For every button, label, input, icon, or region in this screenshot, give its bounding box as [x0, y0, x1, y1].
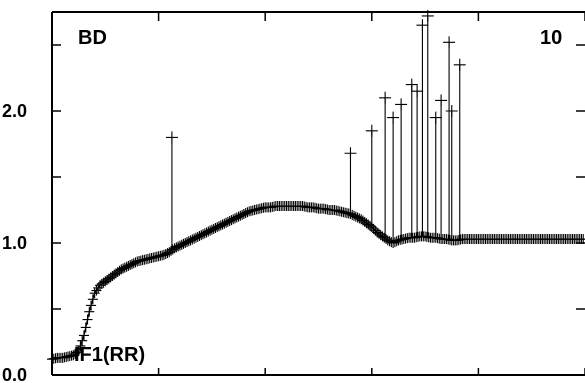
data-point-22 — [86, 300, 97, 311]
series-line — [51, 205, 585, 360]
spike-point-10 — [429, 111, 442, 124]
corner-label-bottom-left: IF1(RR) — [74, 344, 145, 366]
y-tick-label-2: 2.0 — [2, 101, 27, 121]
corner-label-top-right: 10 — [540, 27, 562, 49]
data-point-20 — [82, 314, 93, 325]
spike-point-3 — [379, 91, 392, 104]
data-point-24 — [89, 288, 100, 299]
data-point-17 — [77, 335, 88, 346]
data-point-23 — [87, 294, 98, 305]
data-point-299 — [578, 234, 585, 245]
spike-point-4 — [387, 111, 400, 124]
spike-point-6 — [405, 78, 418, 91]
data-point-19 — [80, 322, 91, 333]
spike-point-14 — [453, 58, 466, 71]
data-point-14 — [71, 347, 82, 358]
data-point-18 — [78, 330, 89, 341]
data-point-15 — [73, 346, 84, 357]
data-point-25 — [91, 285, 102, 296]
spike-point-1 — [344, 147, 357, 160]
spike-point-11 — [435, 94, 448, 107]
corner-label-top-left: BD — [78, 27, 107, 49]
data-point-16 — [75, 340, 86, 351]
spike-point-9 — [421, 9, 434, 22]
spike-point-5 — [395, 98, 408, 111]
data-point-21 — [84, 306, 95, 317]
spike-point-7 — [411, 85, 424, 98]
spike-point-0 — [165, 131, 178, 144]
spike-point-8 — [416, 19, 429, 32]
spike-point-2 — [365, 124, 378, 137]
spike-point-12 — [443, 36, 456, 49]
plot-labels: BD 10 IF1(RR) — [74, 27, 562, 366]
y-tick-label-0: 0.0 — [2, 365, 27, 383]
spike-point-13 — [445, 105, 458, 117]
plot-axes: 0.0 1.0 2.0 — [2, 11, 585, 383]
y-tick-label-1: 1.0 — [2, 233, 27, 253]
plot-marks — [47, 9, 585, 365]
